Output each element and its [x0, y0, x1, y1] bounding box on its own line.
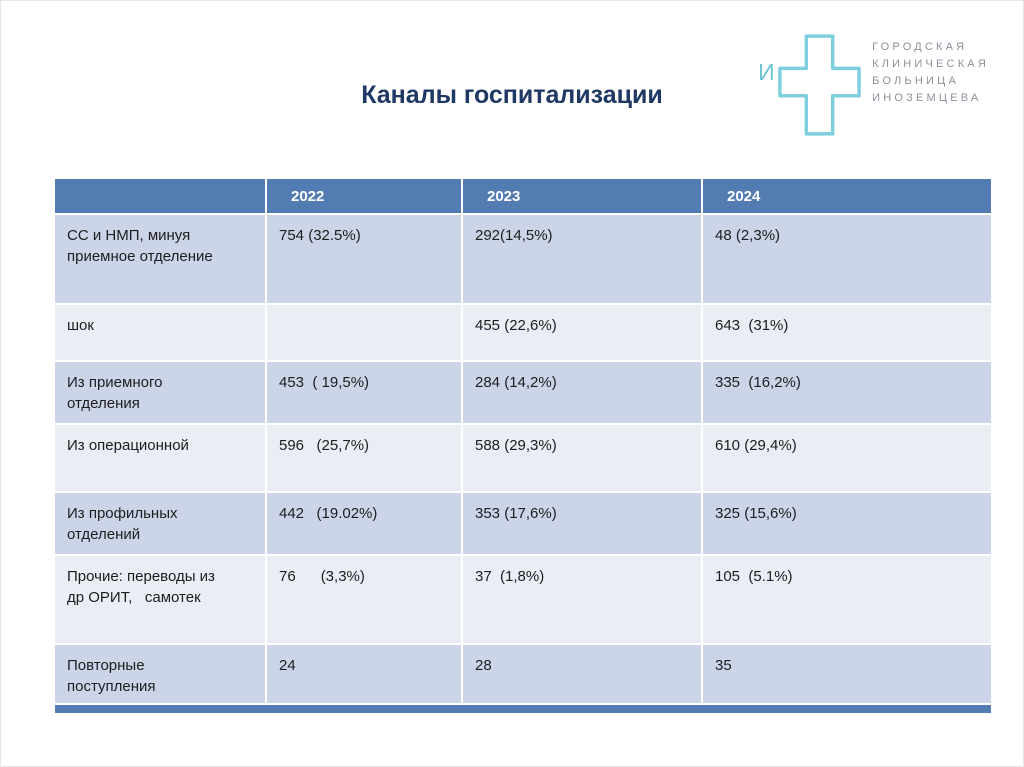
table-row: Из приемного отделения 453 ( 19,5%) 284 … — [53, 360, 993, 425]
header-2022: 2022 — [265, 177, 463, 215]
hospital-logo: И ГОРОДСКАЯ КЛИНИЧЕСКАЯ БОЛЬНИЦА ИНОЗЕМЦ… — [758, 33, 989, 139]
logo-text-line: ГОРОДСКАЯ — [872, 41, 968, 53]
cell-2024: 35 — [701, 643, 993, 705]
cell-2023: 28 — [461, 643, 703, 705]
cell-2023: 37 (1,8%) — [461, 554, 703, 645]
cell-2023: 284 (14,2%) — [461, 360, 703, 425]
table-header-row: 2022 2023 2024 — [53, 177, 993, 215]
header-2023: 2023 — [461, 177, 703, 215]
cell-2024: 643 (31%) — [701, 303, 993, 362]
cell-2023: 292(14,5%) — [461, 213, 703, 305]
hospitalization-table: 2022 2023 2024 СС и НМП, минуя приемное … — [53, 177, 993, 715]
row-label: Из приемного отделения — [53, 360, 267, 425]
logo-mark: И — [758, 33, 862, 139]
cell-2024: 610 (29,4%) — [701, 423, 993, 493]
row-label: Из операционной — [53, 423, 267, 493]
row-label: шок — [53, 303, 267, 362]
row-label: Повторные поступления — [53, 643, 267, 705]
cell-2022: 442 (19.02%) — [265, 491, 463, 556]
logo-text-line: ИНОЗЕМЦЕВА — [872, 92, 982, 104]
logo-text-line: БОЛЬНИЦА — [872, 75, 959, 87]
cell-2024: 48 (2,3%) — [701, 213, 993, 305]
table-row: Прочие: переводы из др ОРИТ, самотек 76 … — [53, 554, 993, 645]
table-row: Из профильных отделений 442 (19.02%) 353… — [53, 491, 993, 556]
footer-bar — [53, 703, 993, 715]
table-row: Повторные поступления 24 28 35 — [53, 643, 993, 705]
cell-2022: 453 ( 19,5%) — [265, 360, 463, 425]
cell-2023: 353 (17,6%) — [461, 491, 703, 556]
logo-text-line: КЛИНИЧЕСКАЯ — [872, 58, 989, 70]
logo-text: ГОРОДСКАЯ КЛИНИЧЕСКАЯ БОЛЬНИЦА ИНОЗЕМЦЕВ… — [872, 33, 989, 104]
cell-2023: 455 (22,6%) — [461, 303, 703, 362]
cell-2024: 105 (5.1%) — [701, 554, 993, 645]
cell-2022: 754 (32.5%) — [265, 213, 463, 305]
cell-2022: 76 (3,3%) — [265, 554, 463, 645]
cell-2024: 335 (16,2%) — [701, 360, 993, 425]
table-row: шок 455 (22,6%) 643 (31%) — [53, 303, 993, 362]
table-footer-bar — [53, 703, 993, 715]
row-label: Прочие: переводы из др ОРИТ, самотек — [53, 554, 267, 645]
cell-2022: 596 (25,7%) — [265, 423, 463, 493]
table-row: Из операционной 596 (25,7%) 588 (29,3%) … — [53, 423, 993, 493]
cell-2023: 588 (29,3%) — [461, 423, 703, 493]
cell-2024: 325 (15,6%) — [701, 491, 993, 556]
slide-title: Каналы госпитализации — [361, 81, 663, 109]
cell-2022 — [265, 303, 463, 362]
medical-cross-icon — [778, 34, 861, 136]
cell-2022: 24 — [265, 643, 463, 705]
header-empty — [53, 177, 267, 215]
table-row: СС и НМП, минуя приемное отделение 754 (… — [53, 213, 993, 305]
logo-letter: И — [758, 59, 775, 85]
row-label: Из профильных отделений — [53, 491, 267, 556]
header-2024: 2024 — [701, 177, 993, 215]
row-label: СС и НМП, минуя приемное отделение — [53, 213, 267, 305]
